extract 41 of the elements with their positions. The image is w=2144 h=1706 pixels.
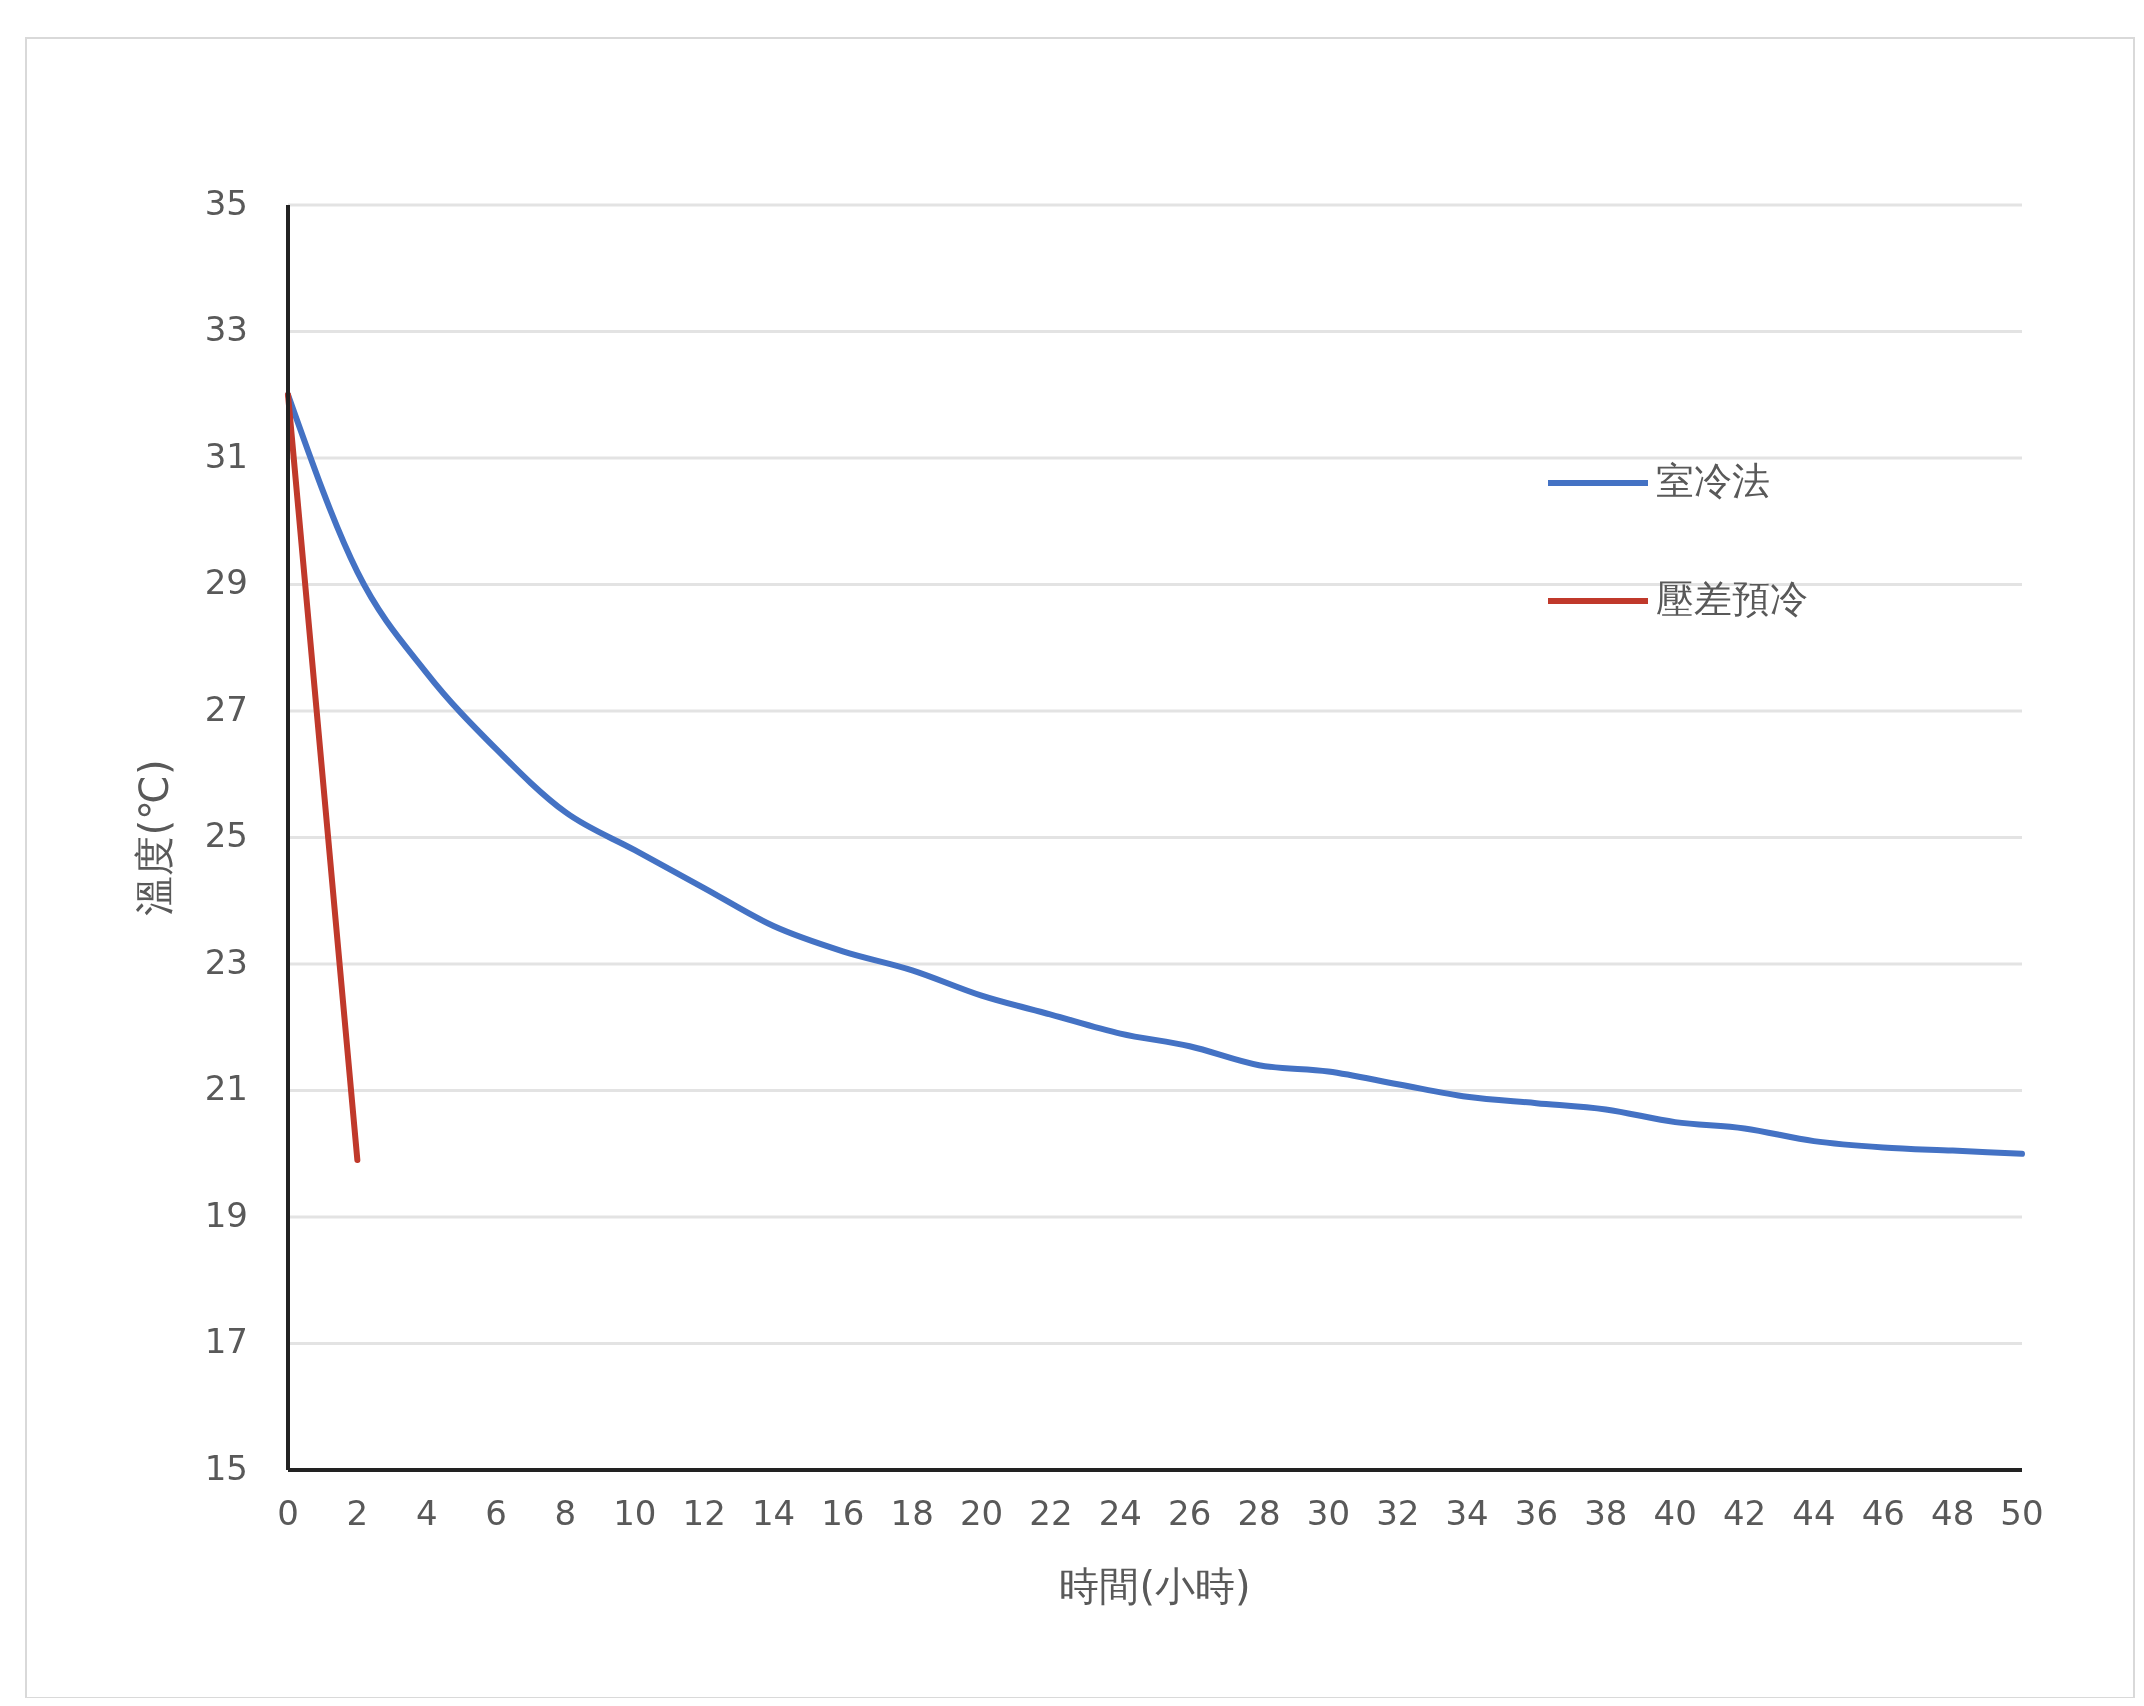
y-axis-title: 溫度(℃) [131,759,177,916]
x-tick-label: 12 [682,1493,726,1533]
x-tick-label: 38 [1584,1493,1628,1533]
x-tick-label: 28 [1237,1493,1281,1533]
x-tick-label: 14 [751,1493,796,1533]
x-axis-title: 時間(小時) [1059,1563,1251,1609]
y-tick-label: 35 [204,182,248,223]
x-tick-label: 24 [1098,1493,1142,1533]
y-tick-label: 17 [204,1321,248,1361]
x-tick-label: 20 [959,1493,1004,1533]
x-tick-label: 2 [346,1493,369,1533]
x-tick-label: 36 [1514,1493,1559,1533]
x-tick-label: 6 [485,1493,507,1533]
x-tick-label: 48 [1931,1493,1975,1533]
y-tick-label: 27 [204,688,248,729]
y-tick-label: 15 [204,1447,248,1488]
x-tick-label: 32 [1376,1493,1420,1533]
y-tick-label: 25 [204,815,248,855]
x-tick-label: 26 [1168,1493,1212,1533]
x-tick-label: 10 [613,1493,657,1533]
x-tick-label: 16 [821,1493,865,1533]
x-tick-label: 42 [1722,1493,1767,1533]
y-tick-label: 23 [204,941,248,982]
x-tick-label: 34 [1445,1493,1489,1533]
y-tick-label: 33 [204,309,248,349]
x-tick-label: 22 [1029,1493,1073,1533]
x-tick-label: 30 [1306,1493,1351,1533]
x-tick-label: 46 [1861,1493,1905,1533]
x-tick-label: 0 [277,1493,299,1533]
x-tick-label: 40 [1653,1493,1697,1533]
x-tick-label: 18 [890,1493,934,1533]
x-tick-label: 8 [554,1493,577,1533]
y-tick-label: 31 [204,435,248,476]
legend-label: 室冷法 [1656,458,1770,503]
y-tick-label: 29 [204,562,248,602]
x-tick-label: 4 [415,1493,438,1533]
legend-label: 壓差預冷 [1656,576,1808,621]
y-tick-label: 19 [204,1194,248,1235]
y-tick-label: 21 [204,1068,248,1108]
x-tick-label: 50 [2000,1493,2044,1533]
x-tick-label: 44 [1792,1493,1836,1533]
